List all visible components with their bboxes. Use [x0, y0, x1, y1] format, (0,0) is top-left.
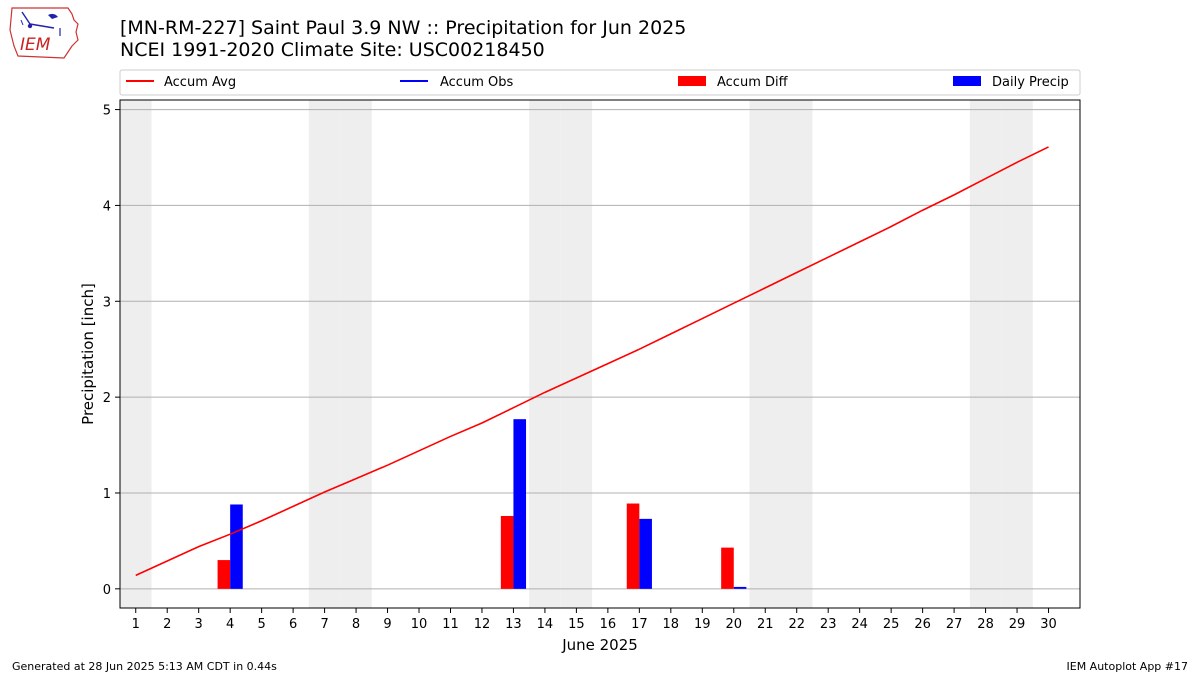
weekend-band [780, 100, 813, 608]
legend-label: Accum Obs [440, 75, 513, 90]
y-tick-label: 2 [103, 391, 111, 406]
x-tick-label: 25 [883, 617, 900, 632]
generated-timestamp: Generated at 28 Jun 2025 5:13 AM CDT in … [12, 660, 277, 673]
x-tick-label: 5 [257, 617, 265, 632]
x-tick-label: 27 [946, 617, 963, 632]
daily-precip-bar [513, 419, 527, 589]
x-tick-label: 19 [694, 617, 711, 632]
accum-diff-bar [721, 547, 734, 589]
x-tick-label: 26 [914, 617, 931, 632]
legend-frame [119, 69, 1081, 96]
x-tick-label: 20 [725, 617, 742, 632]
x-tick-label: 8 [352, 617, 360, 632]
weekend-band [560, 100, 593, 608]
x-tick-label: 16 [600, 617, 617, 632]
iem-logo-text: IEM [20, 35, 51, 55]
x-tick-label: 23 [820, 617, 837, 632]
x-tick-label: 10 [411, 617, 428, 632]
app-id: IEM Autoplot App #17 [1066, 660, 1189, 673]
x-tick-label: 17 [631, 617, 648, 632]
x-tick-label: 1 [132, 617, 140, 632]
weekend-band [529, 100, 561, 608]
grid-lines [120, 109, 1080, 590]
x-tick-label: 13 [505, 617, 522, 632]
x-axis: 1 2 3 4 5 6 7 8 9 10 11 12 13 14 15 16 17 18 19 20 21 22 23 24 2… [132, 608, 1057, 632]
x-tick-label: 29 [1009, 617, 1026, 632]
y-tick-label: 5 [103, 104, 111, 119]
bars [217, 419, 747, 589]
x-tick-label: 12 [474, 617, 491, 632]
x-tick-label: 14 [537, 617, 554, 632]
x-tick-label: 24 [851, 617, 868, 632]
x-tick-label: 28 [977, 617, 994, 632]
x-tick-label: 7 [320, 617, 328, 632]
y-axis: 0 1 2 3 4 5 [103, 104, 120, 598]
accum-diff-bar [500, 515, 514, 589]
x-tick-label: 21 [757, 617, 774, 632]
legend: Accum Avg Accum Obs Accum Diff Daily Precip [119, 69, 1081, 96]
accum-avg-line [135, 146, 1049, 577]
weekend-band [120, 100, 152, 608]
daily-precip-bar [230, 504, 243, 589]
x-tick-label: 4 [226, 617, 234, 632]
chart-subtitle: NCEI 1991-2020 Climate Site: USC00218450 [120, 39, 545, 61]
legend-swatch-bar [953, 76, 981, 86]
x-tick-label: 2 [163, 617, 171, 632]
lines [135, 146, 1049, 577]
x-tick-label: 30 [1040, 617, 1057, 632]
legend-label: Accum Diff [717, 75, 789, 90]
x-tick-label: 6 [289, 617, 297, 632]
accum-diff-bar [217, 560, 231, 589]
chart-title: [MN-RM-227] Saint Paul 3.9 NW :: Precipi… [120, 17, 687, 39]
y-tick-label: 0 [103, 583, 111, 598]
x-tick-label: 18 [663, 617, 680, 632]
weekend-band [1001, 100, 1033, 608]
y-tick-label: 3 [103, 295, 111, 310]
x-tick-label: 3 [195, 617, 203, 632]
weekend-band [749, 100, 781, 608]
weekend-bands [120, 100, 1033, 608]
x-tick-label: 9 [383, 617, 391, 632]
x-tick-label: 15 [568, 617, 585, 632]
x-axis-label: June 2025 [561, 636, 638, 654]
legend-swatch-bar [678, 76, 706, 86]
weekend-band [308, 100, 341, 608]
daily-precip-bar [733, 586, 747, 589]
legend-label: Accum Avg [164, 75, 236, 90]
y-tick-label: 1 [103, 487, 111, 502]
weekend-band [969, 100, 1002, 608]
y-axis-label: Precipitation [inch] [79, 283, 97, 425]
plot-frame [119, 99, 1081, 609]
x-tick-label: 11 [442, 617, 459, 632]
x-tick-label: 22 [788, 617, 805, 632]
daily-precip-bar [639, 518, 652, 589]
weekend-band [340, 100, 372, 608]
accum-diff-bar [626, 503, 640, 589]
legend-label: Daily Precip [992, 75, 1069, 90]
y-tick-label: 4 [103, 199, 111, 214]
iem-logo-icon: IEM [8, 6, 82, 64]
